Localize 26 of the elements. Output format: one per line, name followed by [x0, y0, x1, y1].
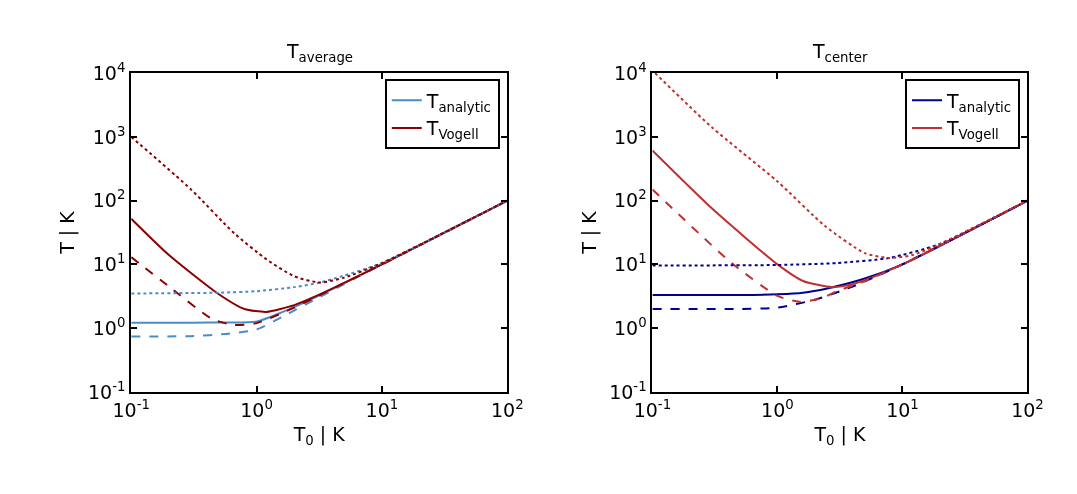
y-tick-label: 10$^{2}$	[613, 187, 647, 212]
legend-label: T$_{analytic}$	[425, 89, 491, 115]
y-tick-label: 10$^{4}$	[613, 59, 647, 84]
x-axis-title: T$_{0}$ | K	[292, 423, 346, 449]
chart-title: T$_{average}$	[286, 40, 354, 65]
y-axis-title: T | K	[577, 210, 601, 255]
legend-label: T$_{Vogell}$	[425, 117, 479, 143]
y-tick-label: 10$^{1}$	[613, 251, 647, 276]
x-tick-label: 10$^{0}$	[240, 396, 273, 421]
y-tick-label: 10$^{4}$	[92, 59, 126, 84]
y-tick-label: 10$^{0}$	[92, 314, 126, 339]
x-tick-label: 10$^{1}$	[886, 396, 919, 421]
legend-label: T$_{analytic}$	[945, 89, 1012, 115]
legend-label: T$_{Vogell}$	[945, 117, 999, 143]
x-tick-label: 10$^{2}$	[490, 396, 524, 421]
y-tick-label: 10$^{1}$	[92, 251, 126, 276]
y-tick-label: 10$^{0}$	[613, 314, 647, 339]
x-tick-label: 10$^{0}$	[761, 396, 794, 421]
y-tick-label: 10$^{3}$	[613, 123, 647, 148]
chart-title: T$_{center}$	[812, 40, 868, 65]
y-tick-label: 10$^{3}$	[92, 123, 126, 148]
y-tick-label: 10$^{2}$	[92, 187, 126, 212]
x-tick-label: 10$^{1}$	[365, 396, 399, 421]
y-axis-title: T | K	[56, 210, 80, 255]
x-tick-label: 10$^{2}$	[1011, 396, 1044, 421]
x-axis-title: T$_{0}$ | K	[813, 423, 866, 449]
